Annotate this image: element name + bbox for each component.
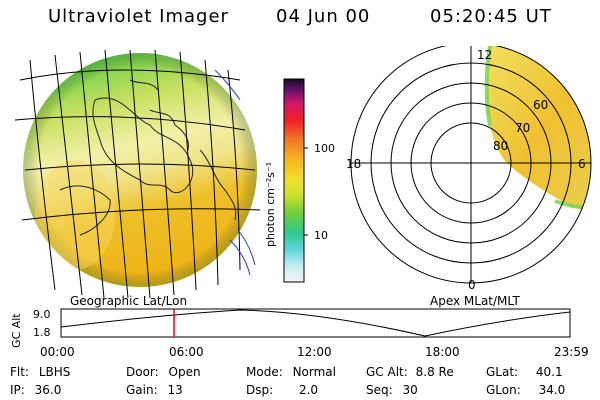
time-tick-1200: 12:00 [297, 345, 332, 359]
observation-date: 04 Jun 00 [276, 6, 371, 27]
altitude-ytick-low: 1.8 [33, 326, 51, 339]
geographic-caption: Geographic Lat/Lon [70, 294, 188, 308]
info-glat: GLat: 40.1 [486, 365, 563, 379]
info-door: Door: Open [126, 365, 201, 379]
mode-label: Mode: [246, 365, 283, 379]
colorbar-ticks [304, 147, 308, 236]
polar-caption: Apex MLat/MLT [430, 294, 520, 308]
lat-lon-grid [14, 49, 260, 299]
mlt-label-6: 6 [578, 157, 586, 171]
seq-value: 30 [402, 383, 418, 397]
gain-label: Gain: [126, 383, 158, 397]
coastline-outside-globe [214, 69, 256, 276]
gc-alt-label: GC Alt: [366, 365, 408, 379]
mlat-label-60: 60 [533, 98, 548, 112]
colorbar-unit-label: photon cm⁻²s⁻¹ [264, 162, 277, 247]
time-tick-0000: 00:00 [40, 345, 75, 359]
info-glon: GLon: 34.0 [486, 383, 565, 397]
mlt-label-12: 12 [477, 48, 492, 62]
gc-alt-value: 8.8 Re [415, 365, 454, 379]
info-seq: Seq: 30 [366, 383, 418, 397]
polar-grid [350, 46, 592, 284]
ip-label: IP: [10, 383, 25, 397]
glat-value: 40.1 [535, 365, 563, 379]
filter-label: Flt: [10, 365, 29, 379]
door-value: Open [168, 365, 201, 379]
glon-value: 34.0 [538, 383, 566, 397]
mode-value: Normal [292, 365, 336, 379]
info-mode: Mode: Normal [246, 365, 336, 379]
polar-emission [484, 46, 591, 216]
mlat-label-80: 80 [493, 139, 508, 153]
mlt-label-0: 0 [468, 278, 476, 292]
colorbar-tick-100: 100 [314, 142, 335, 155]
altitude-curve [60, 309, 571, 337]
time-tick-0600: 06:00 [169, 345, 204, 359]
mlt-label-18: 18 [346, 157, 361, 171]
door-label: Door: [126, 365, 159, 379]
time-tick-2359: 23:59 [554, 345, 589, 359]
seq-label: Seq: [366, 383, 393, 397]
gain-value: 13 [167, 383, 183, 397]
info-dsp: Dsp: 2.0 [246, 383, 318, 397]
dsp-value: 2.0 [298, 383, 319, 397]
colorbar-tick-10: 10 [314, 229, 328, 242]
altitude-ytick-high: 9.0 [33, 308, 51, 321]
altitude-plot-frame [60, 308, 571, 338]
polar-mlat-mlt-plot: 12 18 6 0 60 70 80 [346, 46, 592, 292]
filter-value: LBHS [38, 365, 71, 379]
dsp-label: Dsp: [246, 383, 274, 397]
instrument-title: Ultraviolet Imager [48, 6, 229, 27]
observation-time: 05:20:45 UT [430, 6, 552, 27]
info-ip: IP: 36.0 [10, 383, 61, 397]
info-gain: Gain: 13 [126, 383, 183, 397]
info-gc-alt: GC Alt: 8.8 Re [366, 365, 454, 379]
glon-label: GLon: [486, 383, 521, 397]
altitude-ylabel: GC Alt [10, 313, 23, 348]
colorbar: 100 10 photon cm⁻²s⁻¹ [264, 78, 335, 283]
colorbar-gradient [283, 78, 305, 283]
glat-label: GLat: [486, 365, 519, 379]
ip-value: 36.0 [34, 383, 62, 397]
mlat-label-70: 70 [515, 121, 530, 135]
info-filter: Flt: LBHS [10, 365, 70, 379]
time-tick-1800: 18:00 [425, 345, 460, 359]
altitude-timeline: GC Alt 9.0 1.8 00:00 06:00 12:00 18:00 2… [10, 308, 589, 359]
geographic-globe-image [14, 49, 260, 299]
